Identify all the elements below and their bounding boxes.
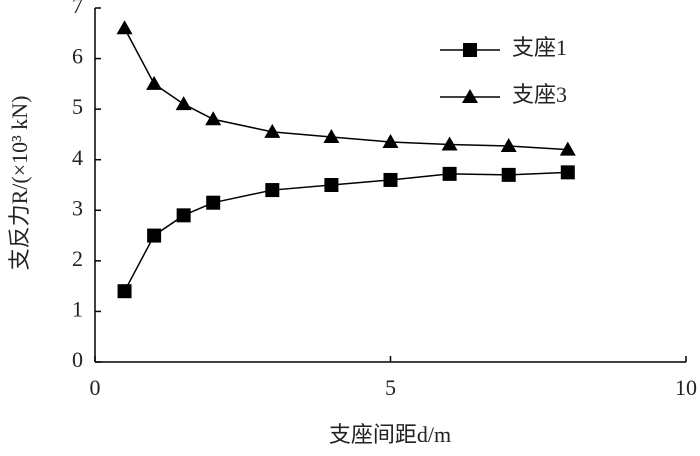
data-point [176, 208, 191, 223]
data-point [265, 183, 280, 198]
data-point [501, 167, 516, 182]
y-tick-label: 2 [72, 246, 83, 271]
data-point [441, 136, 458, 151]
data-point [147, 228, 162, 243]
data-point [117, 284, 132, 299]
legend-label: 支座1 [512, 35, 567, 60]
data-point [442, 166, 457, 181]
legend-marker [463, 43, 477, 57]
y-tick-label: 7 [72, 0, 83, 18]
x-axis-label: 支座间距d/m [329, 422, 451, 447]
y-tick-label: 6 [72, 44, 83, 69]
data-point [383, 172, 398, 187]
x-tick-label: 10 [675, 375, 697, 400]
data-point [206, 195, 221, 210]
data-point [116, 20, 133, 35]
legend-marker [462, 89, 478, 103]
data-point [323, 128, 340, 143]
y-tick-label: 0 [72, 347, 83, 372]
data-point [175, 96, 192, 111]
data-point [324, 178, 339, 192]
x-tick-label: 0 [90, 375, 101, 400]
data-point [382, 134, 399, 149]
data-point [146, 75, 163, 90]
y-tick-label: 4 [72, 145, 83, 170]
y-tick-label: 1 [72, 296, 83, 321]
data-point [560, 165, 575, 180]
legend-label: 支座3 [512, 82, 567, 107]
series-line [123, 27, 568, 151]
data-point [205, 111, 222, 126]
series-line [123, 171, 568, 292]
data-point [500, 138, 517, 153]
y-axis-label: 支反力R/(×10³ kN) [7, 96, 32, 271]
data-point [264, 123, 281, 138]
x-tick-label: 5 [385, 375, 396, 400]
y-tick-label: 5 [72, 94, 83, 119]
y-tick-label: 3 [72, 195, 83, 220]
data-point [559, 141, 576, 156]
